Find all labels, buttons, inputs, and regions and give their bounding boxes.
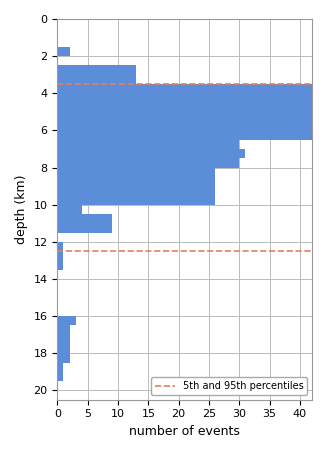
- Bar: [58, 102, 312, 112]
- Bar: [58, 186, 215, 195]
- Bar: [58, 140, 239, 149]
- Bar: [58, 325, 70, 335]
- Bar: [58, 158, 239, 168]
- Bar: [58, 335, 70, 344]
- Legend: 5th and 95th percentiles: 5th and 95th percentiles: [151, 377, 307, 395]
- Bar: [58, 177, 215, 186]
- Bar: [58, 251, 63, 260]
- Bar: [58, 214, 112, 223]
- Bar: [58, 362, 63, 372]
- Bar: [58, 93, 312, 102]
- Bar: [58, 130, 312, 140]
- Bar: [58, 75, 136, 84]
- Bar: [58, 112, 312, 121]
- Bar: [58, 260, 63, 270]
- Bar: [58, 372, 63, 381]
- Bar: [58, 168, 215, 177]
- Bar: [58, 149, 245, 158]
- 5th and 95th percentiles: [61, 81, 65, 87]
- Bar: [58, 242, 63, 251]
- Bar: [58, 84, 312, 93]
- Bar: [58, 205, 82, 214]
- Bar: [58, 344, 70, 353]
- Bar: [58, 316, 76, 325]
- Bar: [58, 195, 215, 205]
- Bar: [58, 47, 70, 56]
- X-axis label: number of events: number of events: [129, 425, 240, 438]
- Y-axis label: depth (km): depth (km): [15, 174, 28, 244]
- Bar: [58, 353, 70, 362]
- Bar: [58, 223, 112, 232]
- Bar: [58, 121, 312, 130]
- Bar: [58, 65, 136, 75]
- 5th and 95th percentiles: [56, 81, 60, 87]
